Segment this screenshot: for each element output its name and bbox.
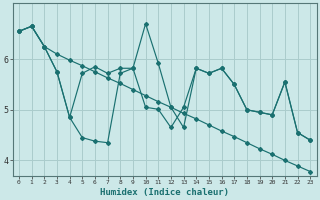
X-axis label: Humidex (Indice chaleur): Humidex (Indice chaleur) xyxy=(100,188,229,197)
